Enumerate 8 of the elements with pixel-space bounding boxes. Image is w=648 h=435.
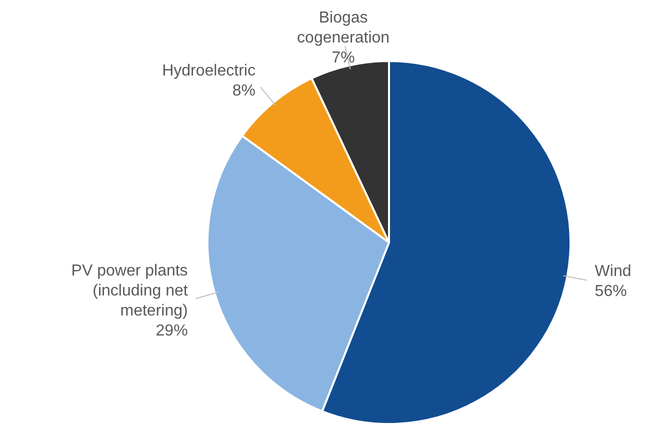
data-label: 8% bbox=[232, 82, 256, 100]
data-label: 7% bbox=[332, 49, 355, 66]
slice-label: PV power plants (including net metering) bbox=[71, 262, 188, 320]
slice-label: Wind bbox=[594, 263, 632, 280]
slice-label: Hydroelectric bbox=[162, 62, 256, 80]
data-label: 29% bbox=[156, 322, 188, 340]
data-label: 56% bbox=[594, 283, 627, 300]
slice-label: Biogas cogeneration bbox=[297, 9, 390, 46]
